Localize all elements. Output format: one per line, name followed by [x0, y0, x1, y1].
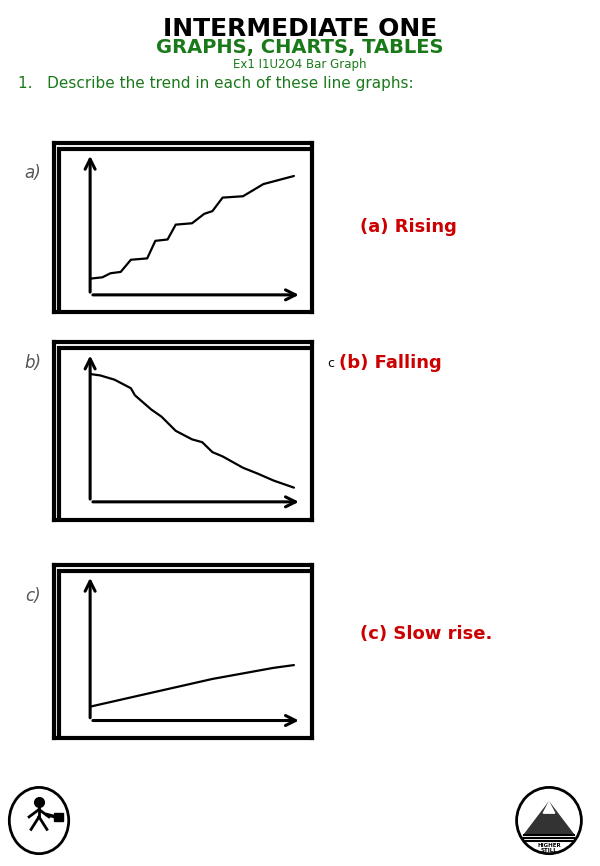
- Text: HIGHER: HIGHER: [537, 843, 561, 848]
- Ellipse shape: [517, 787, 581, 854]
- Text: GRAPHS, CHARTS, TABLES: GRAPHS, CHARTS, TABLES: [156, 38, 444, 57]
- Bar: [53, 813, 64, 821]
- Text: b): b): [25, 354, 41, 372]
- Text: 1.   Describe the trend in each of these line graphs:: 1. Describe the trend in each of these l…: [18, 76, 413, 91]
- Text: Ex1 I1U2O4 Bar Graph: Ex1 I1U2O4 Bar Graph: [233, 58, 367, 71]
- Polygon shape: [543, 802, 555, 813]
- Text: c: c: [327, 357, 334, 370]
- Text: STILL: STILL: [541, 848, 557, 853]
- Ellipse shape: [10, 787, 69, 854]
- Text: (a) Rising: (a) Rising: [360, 218, 457, 236]
- Text: c): c): [25, 587, 41, 604]
- Text: a): a): [25, 165, 41, 182]
- Polygon shape: [524, 802, 574, 835]
- Text: (c) Slow rise.: (c) Slow rise.: [360, 625, 493, 643]
- Text: (b) Falling: (b) Falling: [339, 354, 442, 372]
- Text: INTERMEDIATE ONE: INTERMEDIATE ONE: [163, 17, 437, 42]
